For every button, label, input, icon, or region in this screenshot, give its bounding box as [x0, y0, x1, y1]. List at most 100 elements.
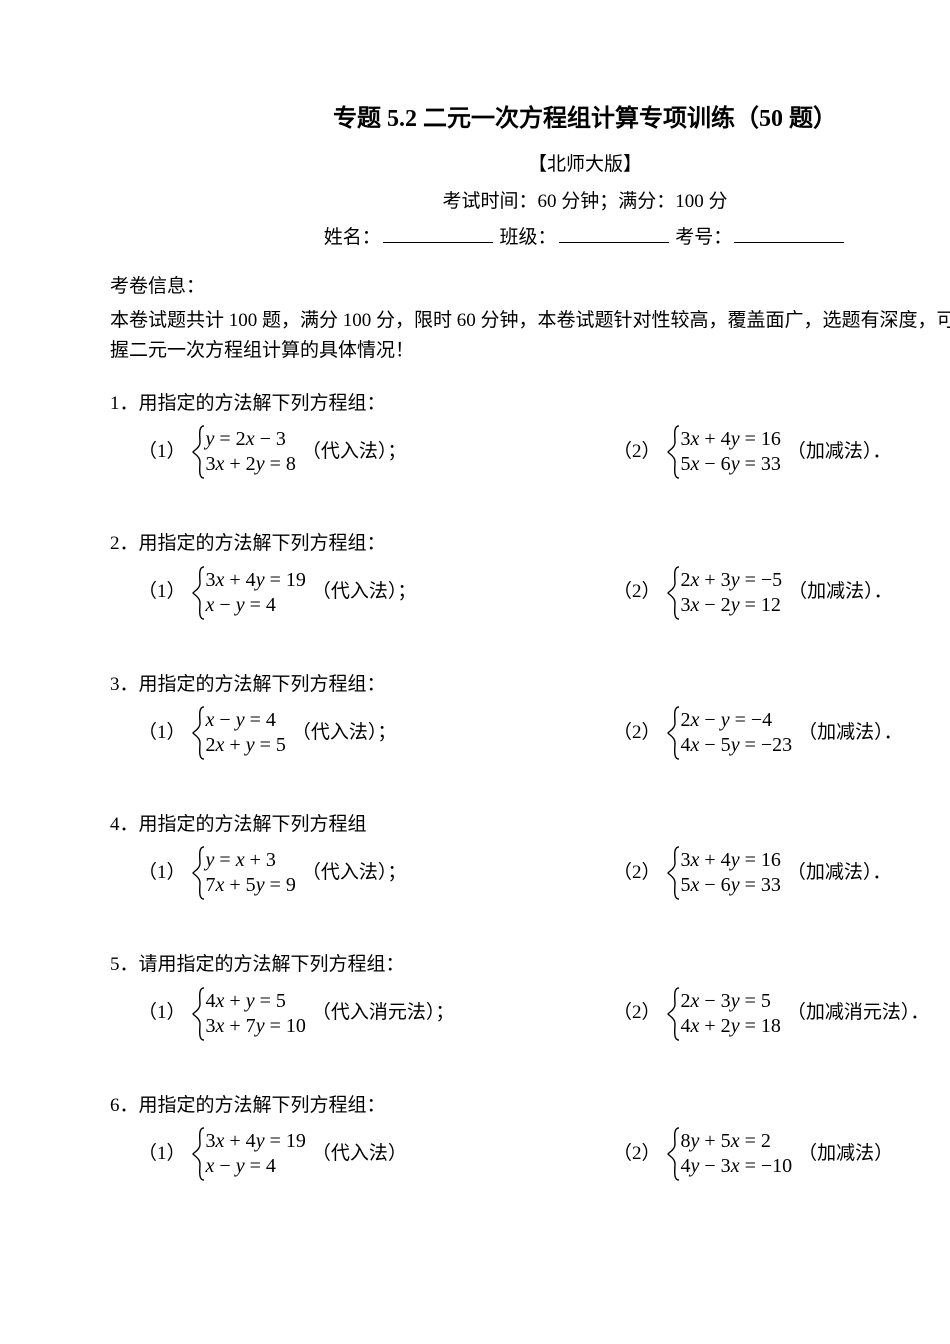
question-row: （1）4x + y = 53x + 7y = 10（代入消元法）；（2）2x −… [110, 987, 950, 1041]
equation-system: 2x + 3y = −53x − 2y = 12 [667, 566, 783, 620]
question-stem: 3．用指定的方法解下列方程组： [110, 670, 950, 700]
equation-line: 3x + 4y = 19 [206, 1129, 306, 1154]
equation-line: 2x + y = 5 [206, 733, 286, 758]
question-row: （1） y = 2x − 33x + 2y = 8（代入法）； （2）3x + 4y… [110, 425, 950, 479]
question-row: （1） 3x + 4y = 19x − y = 4（代入法）； （2）2x + 3y… [110, 566, 950, 620]
question-row: （1）x − y = 42x + y = 5（代入法）；（2）2x − y = … [110, 706, 950, 760]
equation-line: 2x − 3y = 5 [681, 989, 781, 1014]
question-part: （2）2x − y = −44x − 5y = −23（加减法）． [585, 706, 950, 760]
question-part: （1） 3x + 4y = 19x − y = 4（代入法） [110, 1127, 585, 1181]
left-brace-icon [192, 425, 206, 479]
left-brace-icon [667, 987, 681, 1041]
left-brace-icon [667, 425, 681, 479]
equation-system: 3x + 4y = 19x − y = 4 [192, 1127, 306, 1181]
questions-container: 1．用指定的方法解下列方程组：（1）y = 2x − 33x + 2y = 8（… [110, 389, 950, 1181]
equation-line: 4y − 3x = −10 [681, 1154, 793, 1179]
student-info-line: 姓名： 班级： 考号： [110, 223, 950, 253]
question-part: （2） 3x + 4y = 165x − 6y = 33（加减法）． [585, 846, 950, 900]
equation-system: 2x − 3y = 54x + 2y = 18 [667, 987, 781, 1041]
method-label: （加减法） [798, 1139, 893, 1169]
left-brace-icon [667, 706, 681, 760]
question-part: （1）4x + y = 53x + 7y = 10（代入消元法）； [110, 987, 585, 1041]
equation-system: y = x + 37x + 5y = 9 [192, 846, 296, 900]
equation-lines: 4x + y = 53x + 7y = 10 [206, 987, 306, 1041]
equation-lines: x − y = 42x + y = 5 [206, 706, 286, 760]
left-brace-icon [192, 566, 206, 620]
equation-system: 8y + 5x = 24y − 3x = −10 [667, 1127, 793, 1181]
info-body: 本卷试题共计 100 题，满分 100 分，限时 60 分钟，本卷试题针对性较高… [110, 306, 950, 367]
question-row: （1）y = x + 37x + 5y = 9（代入法）；（2）3x + 4y … [110, 846, 950, 900]
question-part: （1） 3x + 4y = 19x − y = 4（代入法）； [110, 566, 585, 620]
question-part: （2）3x + 4y = 165x − 6y = 33（加减法）． [585, 425, 950, 479]
question-part: （2）8y + 5x = 24y − 3x = −10（加减法） [585, 1127, 950, 1181]
equation-line: 8y + 5x = 2 [681, 1129, 793, 1154]
method-label: （代入法）； [302, 437, 407, 467]
part-number: （2） [613, 858, 661, 888]
equation-line: x − y = 4 [206, 1154, 306, 1179]
equation-line: 5x − 6y = 33 [681, 452, 781, 477]
equation-system: 3x + 4y = 19x − y = 4 [192, 566, 306, 620]
equation-lines: 3x + 4y = 19x − y = 4 [206, 566, 306, 620]
equation-line: 3x − 2y = 12 [681, 593, 783, 618]
method-label: （加减法）． [787, 858, 892, 888]
equation-line: 4x + 2y = 18 [681, 1014, 781, 1039]
part-number: （1） [138, 858, 186, 888]
exam-info: 考试时间：60 分钟；满分：100 分 [110, 187, 950, 217]
question-part: （1）x − y = 42x + y = 5（代入法）； [110, 706, 585, 760]
equation-system: y = 2x − 33x + 2y = 8 [192, 425, 296, 479]
part-number: （1） [138, 1139, 186, 1169]
name-blank [383, 223, 493, 243]
method-label: （代入法） [312, 1139, 407, 1169]
question-stem: 5．请用指定的方法解下列方程组： [110, 950, 950, 980]
equation-system: 2x − y = −44x − 5y = −23 [667, 706, 793, 760]
method-label: （加减法）． [787, 437, 892, 467]
equation-line: 3x + 4y = 19 [206, 568, 306, 593]
id-blank [734, 223, 844, 243]
equation-line: y = x + 3 [206, 848, 296, 873]
method-label: （加减法）． [798, 718, 903, 748]
equation-lines: 3x + 4y = 19x − y = 4 [206, 1127, 306, 1181]
question-part: （1） y = 2x − 33x + 2y = 8（代入法）； [110, 425, 585, 479]
page-title: 专题 5.2 二元一次方程组计算专项训练（50 题） [110, 100, 950, 138]
method-label: （代入法）； [312, 577, 417, 607]
equation-lines: 3x + 4y = 165x − 6y = 33 [681, 846, 781, 900]
method-label: （代入消元法）； [312, 998, 455, 1028]
left-brace-icon [667, 566, 681, 620]
name-label: 姓名： [324, 227, 381, 248]
equation-lines: 3x + 4y = 165x − 6y = 33 [681, 425, 781, 479]
question-part: （2）2x − 3y = 54x + 2y = 18（加减消元法）． [585, 987, 950, 1041]
question-stem: 6．用指定的方法解下列方程组： [110, 1091, 950, 1121]
left-brace-icon [192, 706, 206, 760]
equation-lines: y = 2x − 33x + 2y = 8 [206, 425, 296, 479]
left-brace-icon [667, 1127, 681, 1181]
equation-lines: 2x + 3y = −53x − 2y = 12 [681, 566, 783, 620]
left-brace-icon [192, 846, 206, 900]
info-heading: 考卷信息： [110, 272, 950, 302]
class-blank [559, 223, 669, 243]
part-number: （1） [138, 577, 186, 607]
equation-system: 3x + 4y = 165x − 6y = 33 [667, 425, 781, 479]
equation-system: x − y = 42x + y = 5 [192, 706, 286, 760]
equation-line: 3x + 4y = 16 [681, 848, 781, 873]
id-label: 考号： [675, 227, 732, 248]
equation-line: y = 2x − 3 [206, 427, 296, 452]
equation-line: 3x + 4y = 16 [681, 427, 781, 452]
left-brace-icon [192, 987, 206, 1041]
equation-line: 2x − y = −4 [681, 708, 793, 733]
question-part: （1）y = x + 37x + 5y = 9（代入法）； [110, 846, 585, 900]
equation-line: 5x − 6y = 33 [681, 873, 781, 898]
equation-line: 2x + 3y = −5 [681, 568, 783, 593]
question-row: （1） 3x + 4y = 19x − y = 4（代入法） （2）8y + 5x … [110, 1127, 950, 1181]
question-stem: 1．用指定的方法解下列方程组： [110, 389, 950, 419]
equation-lines: 2x − y = −44x − 5y = −23 [681, 706, 793, 760]
subtitle: 【北师大版】 [110, 150, 950, 180]
class-label: 班级： [499, 227, 556, 248]
method-label: （加减消元法）． [787, 998, 930, 1028]
question-stem: 2．用指定的方法解下列方程组： [110, 529, 950, 559]
equation-line: 3x + 7y = 10 [206, 1014, 306, 1039]
equation-lines: 8y + 5x = 24y − 3x = −10 [681, 1127, 793, 1181]
part-number: （1） [138, 718, 186, 748]
question-part: （2）2x + 3y = −53x − 2y = 12（加减法）． [585, 566, 950, 620]
part-number: （1） [138, 437, 186, 467]
left-brace-icon [192, 1127, 206, 1181]
